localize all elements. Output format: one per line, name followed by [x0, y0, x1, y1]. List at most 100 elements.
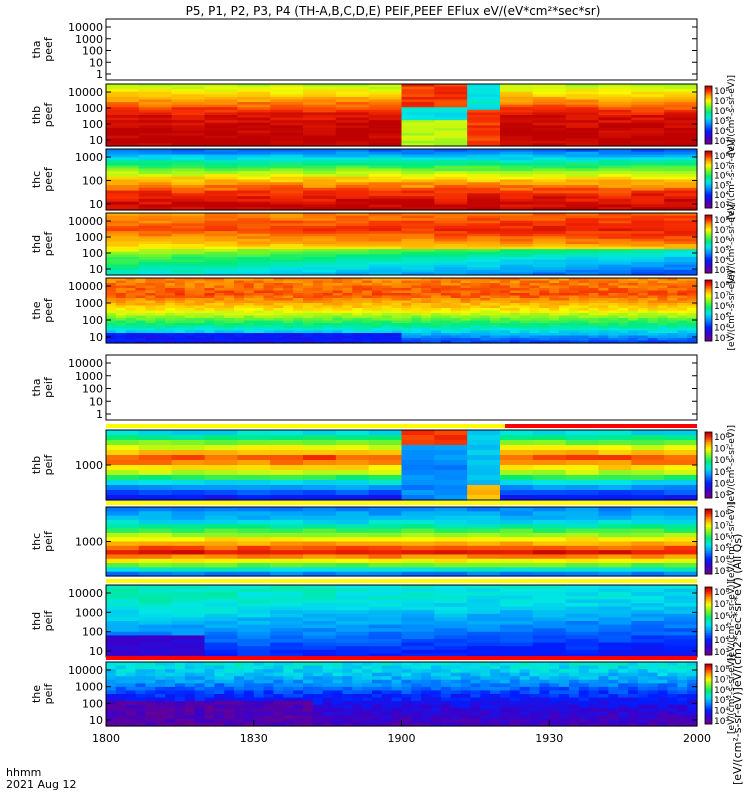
colorbar-segment: [705, 313, 712, 316]
heatmap-cell: [664, 639, 698, 644]
heatmap-cell: [657, 308, 669, 312]
heatmap-cell: [283, 280, 294, 284]
heatmap-cell: [171, 585, 206, 590]
heatmap-cell: [529, 694, 540, 699]
heatmap-cell: [335, 646, 370, 651]
panel-frame: [105, 18, 698, 81]
heatmap-cell: [431, 283, 442, 287]
heatmap-cell: [450, 694, 462, 699]
heatmap-cell: [381, 679, 393, 684]
heatmap-cell: [135, 300, 146, 304]
heatmap-cell: [568, 295, 580, 299]
heatmap-cell: [598, 335, 609, 339]
heatmap-cell: [532, 558, 567, 564]
heatmap-cell: [667, 338, 678, 342]
colorbar-segment: [705, 251, 712, 254]
heatmap-cell: [509, 704, 521, 709]
heatmap-cell: [565, 140, 600, 145]
heatmap-cell: [687, 315, 698, 319]
heatmap-cell: [467, 251, 501, 255]
heatmap-cell: [204, 89, 238, 93]
heatmap-cell: [401, 154, 435, 158]
heatmap-cell: [401, 86, 435, 90]
heatmap-cell: [500, 173, 534, 178]
heatmap-cell: [421, 676, 432, 681]
heatmap-cell: [204, 176, 238, 181]
y-tick-label: 100: [82, 175, 103, 188]
heatmap-cell: [335, 168, 370, 172]
heatmap-cell: [115, 278, 127, 282]
heatmap-cell: [631, 490, 665, 496]
heatmap-cell: [401, 122, 435, 126]
heatmap-cell: [519, 325, 531, 329]
heatmap-cell: [115, 325, 127, 329]
heatmap-cell: [368, 595, 403, 600]
heatmap-cell: [532, 435, 567, 441]
heatmap-cell: [352, 333, 363, 337]
heatmap-cell: [145, 293, 156, 297]
heatmap-cell: [303, 550, 337, 556]
heatmap-cell: [138, 588, 173, 593]
heatmap-cell: [598, 89, 632, 93]
heatmap-cell: [565, 475, 600, 481]
heatmap-cell: [106, 672, 117, 677]
heatmap-cell: [352, 300, 363, 304]
heatmap-cell: [171, 465, 206, 471]
heatmap-cell: [138, 187, 173, 192]
heatmap-cell: [145, 290, 156, 294]
heatmap-cell: [500, 606, 534, 611]
heatmap-cell: [368, 225, 403, 230]
heatmap-cell: [401, 305, 412, 309]
heatmap-cell: [303, 140, 337, 145]
heatmap-cell: [303, 460, 337, 466]
heatmap-cell: [637, 323, 649, 327]
heatmap-cell: [628, 320, 639, 324]
heatmap-cell: [467, 585, 501, 590]
heatmap-cell: [664, 109, 698, 114]
colorbar-segment: [705, 556, 712, 559]
heatmap-cell: [401, 683, 412, 688]
heatmap-cell: [237, 628, 271, 633]
heatmap-cell: [214, 701, 225, 706]
heatmap-cell: [270, 254, 304, 258]
heatmap-cell: [500, 300, 511, 304]
heatmap-cell: [214, 315, 225, 319]
heatmap-cell: [174, 283, 186, 287]
heatmap-cell: [106, 676, 117, 681]
heatmap-cell: [106, 646, 140, 651]
heatmap-cell: [125, 285, 137, 289]
colorbar-segment: [705, 496, 712, 499]
colorbar-segment: [705, 255, 712, 258]
heatmap-cell: [270, 545, 304, 551]
heatmap-cell: [115, 290, 127, 294]
heatmap-cell: [598, 249, 632, 253]
heatmap-cell: [664, 168, 698, 172]
heatmap-cell: [565, 254, 600, 258]
heatmap-cell: [631, 450, 665, 456]
heatmap-cell: [532, 621, 567, 626]
heatmap-cell: [657, 303, 669, 307]
heatmap-cell: [631, 213, 665, 217]
colorbar-segment: [705, 593, 712, 596]
heatmap-cell: [368, 122, 403, 126]
heatmap-cell: [368, 231, 403, 235]
heatmap-cell: [440, 665, 452, 670]
heatmap-cell: [565, 642, 600, 647]
heatmap-cell: [283, 715, 294, 720]
heatmap-cell: [401, 511, 435, 517]
heatmap-cell: [106, 135, 140, 139]
heatmap-cell: [214, 313, 225, 317]
heatmap-cell: [467, 631, 501, 636]
heatmap-cell: [565, 236, 600, 240]
heatmap-cell: [687, 333, 698, 337]
heatmap-cell: [332, 290, 343, 294]
heatmap-cell: [664, 470, 698, 476]
heatmap-cell: [588, 298, 600, 302]
heatmap-cell: [283, 335, 294, 339]
heatmap-cell: [470, 662, 481, 667]
heatmap-cell: [565, 592, 600, 597]
heatmap-cell: [106, 249, 140, 253]
heatmap-cell: [270, 201, 304, 206]
heatmap-cell: [667, 330, 678, 334]
panel-label-probe: thd: [30, 235, 43, 253]
